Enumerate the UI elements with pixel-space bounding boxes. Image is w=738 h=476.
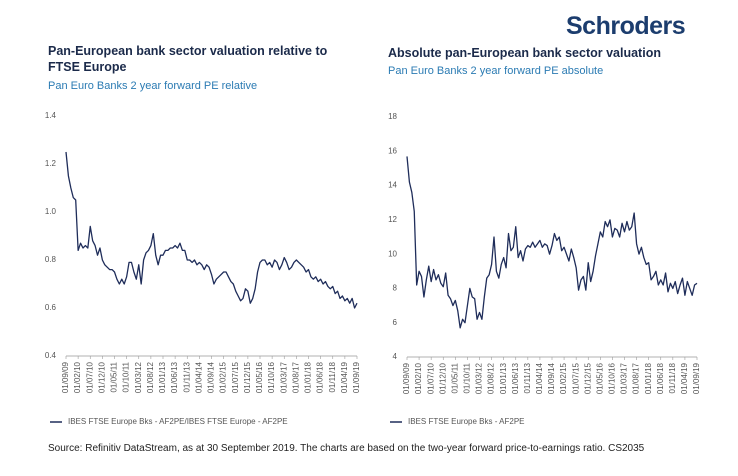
x-tick-label: 01/06/13 xyxy=(511,362,520,394)
x-tick-label: 01/02/10 xyxy=(414,362,423,394)
y-tick-label: 0.4 xyxy=(45,351,57,360)
y-tick-label: 10 xyxy=(388,249,397,258)
x-tick-label: 01/09/19 xyxy=(692,362,701,394)
x-tick-label: 01/09/14 xyxy=(207,361,216,393)
y-tick-label: 18 xyxy=(388,112,397,121)
x-tick-label: 01/11/13 xyxy=(523,362,532,393)
y-tick-label: 0.6 xyxy=(45,303,57,312)
x-tick-label: 01/04/14 xyxy=(194,361,203,393)
chart-title: Absolute pan-European bank sector valuat… xyxy=(388,46,661,60)
x-tick-label: 01/07/15 xyxy=(571,362,580,394)
x-tick-label: 01/12/10 xyxy=(438,362,447,394)
x-tick-label: 01/11/18 xyxy=(668,362,677,393)
x-tick-label: 01/07/15 xyxy=(231,361,240,393)
x-tick-label: 01/04/19 xyxy=(340,361,349,393)
y-tick-label: 16 xyxy=(388,146,397,155)
x-tick-label: 01/01/18 xyxy=(644,362,653,394)
x-tick-label: 01/03/17 xyxy=(620,362,629,394)
x-tick-label: 01/08/17 xyxy=(632,362,641,394)
x-tick-label: 01/12/15 xyxy=(243,361,252,393)
x-tick-label: 01/02/15 xyxy=(559,362,568,394)
x-tick-label: 01/10/11 xyxy=(122,361,131,392)
legend-label: IBES FTSE Europe Bks - AF2PE/IBES FTSE E… xyxy=(68,417,288,426)
x-tick-label: 01/08/12 xyxy=(487,362,496,394)
x-tick-label: 01/03/17 xyxy=(279,361,288,393)
x-tick-label: 01/03/12 xyxy=(475,362,484,394)
chart-subtitle: Pan Euro Banks 2 year forward PE absolut… xyxy=(388,65,604,77)
x-tick-label: 01/09/09 xyxy=(61,361,70,393)
x-tick-label: 01/06/18 xyxy=(656,362,665,394)
y-tick-label: 1.4 xyxy=(45,111,57,120)
x-tick-label: 01/02/15 xyxy=(219,361,228,393)
x-tick-label: 01/10/16 xyxy=(267,361,276,393)
x-tick-label: 01/08/17 xyxy=(291,361,300,393)
x-tick-label: 01/09/14 xyxy=(547,362,556,394)
y-tick-label: 6 xyxy=(393,318,398,327)
x-tick-label: 01/09/19 xyxy=(352,361,361,393)
chart-title: Pan-European bank sector valuation relat… xyxy=(48,44,328,74)
x-tick-label: 01/01/18 xyxy=(304,361,313,393)
x-tick-label: 01/10/11 xyxy=(463,362,472,393)
series-line xyxy=(65,151,358,309)
y-tick-label: 1.2 xyxy=(45,159,57,168)
x-tick-label: 01/05/16 xyxy=(595,362,604,394)
y-tick-label: 12 xyxy=(388,215,397,224)
source-note: Source: Refinitiv DataStream, as at 30 S… xyxy=(48,443,645,454)
x-tick-label: 01/04/19 xyxy=(680,362,689,394)
x-tick-label: 01/02/10 xyxy=(73,361,82,393)
x-tick-label: 01/07/10 xyxy=(85,361,94,393)
x-tick-label: 01/11/13 xyxy=(182,361,191,392)
x-tick-label: 01/01/13 xyxy=(499,362,508,394)
series-line xyxy=(406,156,698,329)
y-tick-label: 8 xyxy=(393,284,398,293)
chart-subtitle: Pan Euro Banks 2 year forward PE relativ… xyxy=(48,80,258,92)
y-tick-label: 14 xyxy=(388,181,397,190)
brand-logo: Schroders xyxy=(566,12,686,40)
x-tick-label: 01/05/16 xyxy=(255,361,264,393)
x-tick-label: 01/10/16 xyxy=(608,362,617,394)
x-tick-label: 01/07/10 xyxy=(426,362,435,394)
y-tick-label: 1.0 xyxy=(45,207,57,216)
x-tick-label: 01/11/18 xyxy=(328,361,337,392)
x-tick-label: 01/03/12 xyxy=(134,361,143,393)
x-tick-label: 01/08/12 xyxy=(146,361,155,393)
x-tick-label: 01/09/09 xyxy=(402,362,411,394)
y-tick-label: 4 xyxy=(393,352,398,361)
x-tick-label: 01/04/14 xyxy=(535,362,544,394)
x-tick-label: 01/05/11 xyxy=(110,361,119,392)
y-tick-label: 0.8 xyxy=(45,255,57,264)
legend-label: IBES FTSE Europe Bks - AF2PE xyxy=(408,417,525,426)
x-tick-label: 01/06/13 xyxy=(170,361,179,393)
x-tick-label: 01/06/18 xyxy=(316,361,325,393)
x-tick-label: 01/05/11 xyxy=(450,362,459,393)
x-tick-label: 01/12/10 xyxy=(97,361,106,393)
x-tick-label: 01/12/15 xyxy=(583,362,592,394)
x-tick-label: 01/01/13 xyxy=(158,361,167,393)
